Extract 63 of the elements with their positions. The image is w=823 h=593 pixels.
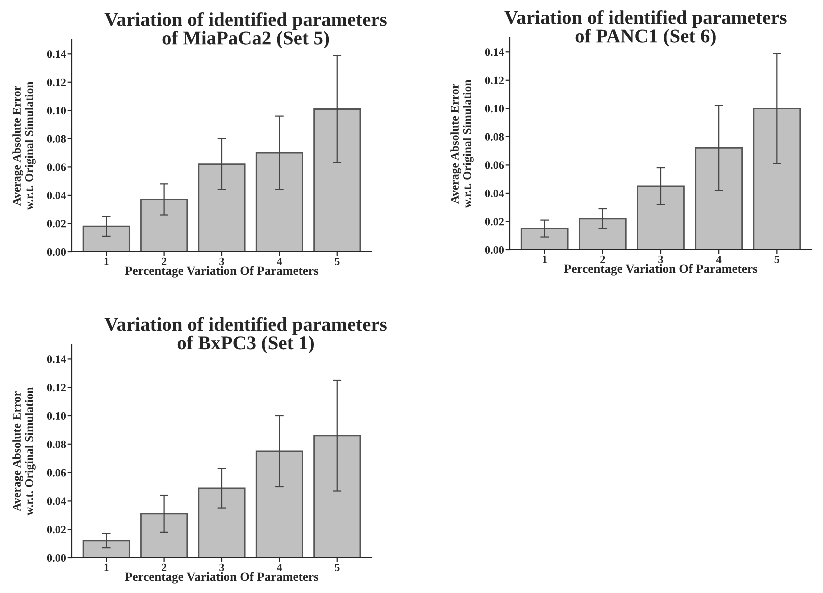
bar (520, 228, 569, 250)
y-tick-label: 0.00 (47, 248, 66, 256)
x-tick-label: 3 (658, 256, 664, 264)
x-axis-title: Percentage Variation Of Parameters (564, 264, 758, 276)
x-tick-label: 1 (104, 258, 109, 266)
y-tick-label: 0.06 (485, 162, 504, 170)
x-tick-label: 5 (335, 564, 340, 572)
x-tick-label: 1 (104, 564, 109, 572)
x-tick-label: 4 (716, 256, 722, 264)
bar (140, 513, 188, 558)
x-tick-label: 1 (542, 256, 548, 264)
bar (256, 450, 304, 558)
bar (82, 226, 130, 252)
y-tick-label: 0.10 (47, 412, 66, 420)
bar (198, 488, 246, 558)
x-tick-label: 3 (220, 258, 224, 266)
y-tick-label: 0.08 (485, 133, 504, 141)
x-tick-label: 5 (335, 258, 340, 266)
y-tick-label: 0.14 (485, 48, 504, 56)
bar (637, 186, 685, 250)
bar (314, 435, 362, 558)
y-tick-label: 0.02 (47, 220, 66, 228)
x-tick-label: 4 (277, 564, 282, 572)
y-tick-label: 0.08 (47, 440, 66, 448)
y-tick-label: 0.10 (485, 105, 504, 113)
bar (314, 108, 362, 252)
bar (198, 164, 246, 252)
x-tick-label: 3 (220, 564, 224, 572)
y-axis-title: Average Absolute Error w.r.t. Original Simulation (450, 80, 474, 208)
bar (578, 218, 627, 250)
y-tick-label: 0.02 (47, 526, 66, 534)
y-tick-label: 0.02 (485, 218, 504, 226)
chart-title: Variation of identified parameters of BxPC3 (Set 1) (104, 317, 387, 354)
x-tick-label: 2 (600, 256, 606, 264)
x-tick-label: 4 (277, 258, 282, 266)
y-tick-label: 0.04 (485, 190, 504, 198)
y-tick-label: 0.06 (47, 164, 66, 172)
y-tick-label: 0.12 (47, 78, 66, 86)
y-axis-title: Average Absolute Error w.r.t. Original Simulation (12, 387, 36, 516)
bar (256, 152, 304, 252)
y-tick-label: 0.14 (47, 50, 66, 58)
bar (82, 540, 130, 558)
y-tick-label: 0.06 (47, 469, 66, 477)
bar (753, 108, 802, 250)
y-tick-label: 0.12 (47, 384, 66, 392)
x-tick-label: 5 (774, 256, 780, 264)
x-axis-title: Percentage Variation Of Parameters (125, 266, 319, 278)
x-tick-label: 2 (162, 564, 167, 572)
chart-title: Variation of identified parameters of PANC1 (Set 6) (504, 10, 787, 47)
y-tick-label: 0.10 (47, 107, 66, 115)
y-tick-label: 0.04 (47, 498, 66, 506)
x-axis-title: Percentage Variation Of Parameters (125, 572, 319, 584)
bar (140, 199, 188, 252)
y-tick-label: 0.04 (47, 192, 66, 200)
y-tick-label: 0.12 (485, 76, 504, 84)
y-axis-title: Average Absolute Error w.r.t. Original Simulation (12, 82, 36, 210)
bar (695, 148, 744, 250)
x-tick-label: 2 (162, 258, 167, 266)
y-tick-label: 0.00 (485, 246, 504, 254)
chart-title: Variation of identified parameters of MiaPaCa2 (Set 5) (104, 12, 387, 49)
y-tick-label: 0.14 (47, 356, 66, 364)
y-tick-label: 0.00 (47, 554, 66, 562)
y-tick-label: 0.08 (47, 135, 66, 143)
